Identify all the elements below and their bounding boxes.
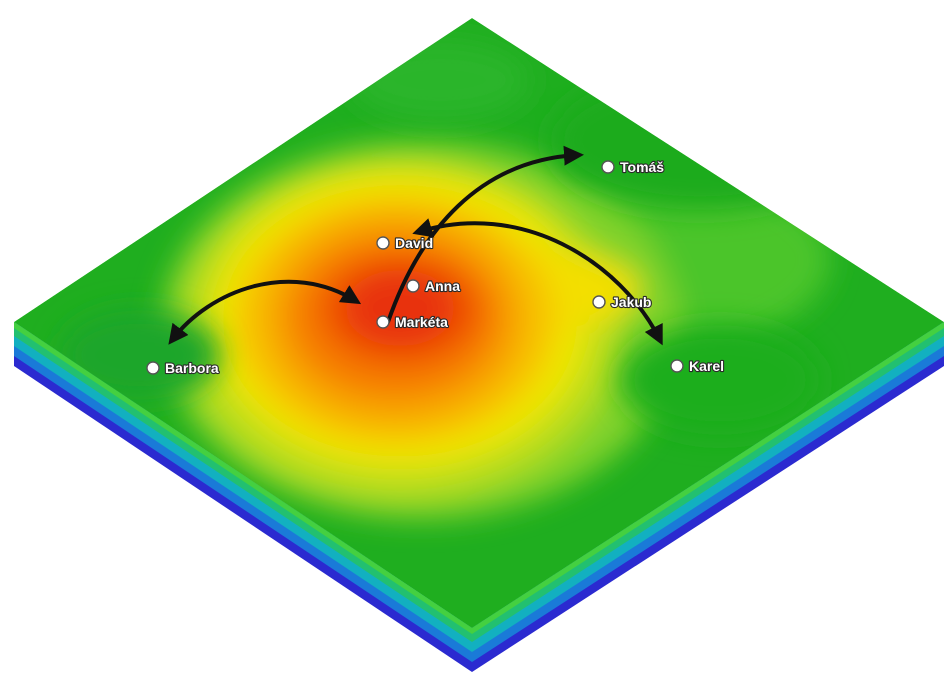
marker-dot bbox=[146, 361, 160, 375]
person-label: Karel bbox=[689, 358, 724, 374]
marker-dot bbox=[376, 315, 390, 329]
person-label: Markéta bbox=[395, 314, 448, 330]
arrow-marketa-tomas bbox=[386, 145, 584, 324]
person-barbora[interactable]: Barbora bbox=[146, 359, 220, 377]
person-label: David bbox=[395, 235, 433, 251]
marker-dot bbox=[592, 295, 606, 309]
person-label: Tomáš bbox=[620, 159, 664, 175]
contour-surface bbox=[14, 18, 944, 628]
marker-dot bbox=[376, 236, 390, 250]
arrow-david-karel bbox=[412, 218, 663, 346]
person-marketa[interactable]: Markéta bbox=[376, 313, 449, 331]
person-label: Anna bbox=[425, 278, 460, 294]
person-jakub[interactable]: Jakub bbox=[592, 293, 653, 311]
person-anna[interactable]: Anna bbox=[406, 277, 461, 295]
person-label: Barbora bbox=[165, 360, 219, 376]
marker-dot bbox=[670, 359, 684, 373]
connection-arrows bbox=[168, 145, 663, 346]
person-david[interactable]: David bbox=[376, 234, 434, 252]
slab-base bbox=[14, 322, 944, 672]
marker-dot bbox=[601, 160, 615, 174]
person-tomas[interactable]: Tomáš bbox=[601, 158, 665, 176]
marker-dot bbox=[406, 279, 420, 293]
arrow-marketa-barbora bbox=[168, 279, 362, 345]
person-karel[interactable]: Karel bbox=[670, 357, 725, 375]
person-label: Jakub bbox=[611, 294, 651, 310]
